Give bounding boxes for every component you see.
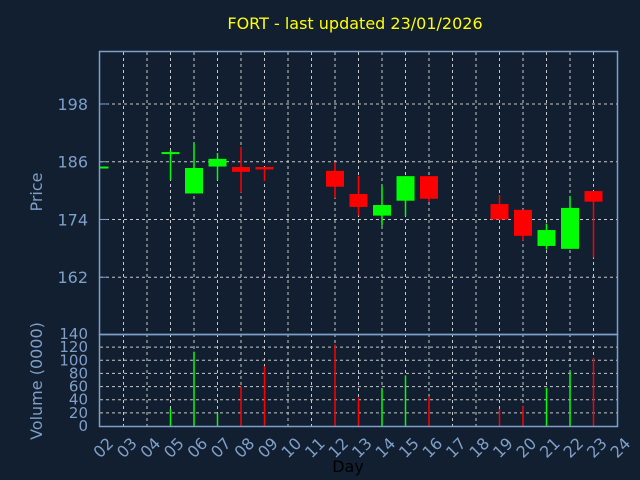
volume-tick-label: 100 xyxy=(59,351,88,369)
candle-body xyxy=(232,167,250,172)
candle-body xyxy=(396,176,415,201)
chart-title: FORT - last updated 23/01/2026 xyxy=(227,14,482,33)
price-tick-label: 186 xyxy=(57,153,88,172)
price-tick-label: 174 xyxy=(57,210,88,229)
x-tick-label: 24 xyxy=(606,434,634,462)
price-axis-label: Price xyxy=(27,172,46,211)
x-axis-label: Day xyxy=(332,457,364,476)
volume-tick-label: 20 xyxy=(69,404,88,422)
candle-body xyxy=(326,170,344,187)
candle-body xyxy=(255,167,274,170)
volume-axis-label: Volume (0000) xyxy=(27,322,46,440)
candle-body xyxy=(185,167,203,194)
volume-tick-label: 140 xyxy=(59,325,88,343)
volume-tick-label: 120 xyxy=(59,338,88,356)
candle-body xyxy=(99,166,109,169)
volume-tick-label: 60 xyxy=(69,378,88,396)
volume-plot-frame xyxy=(98,333,619,428)
volume-tick-label: 40 xyxy=(69,391,88,409)
price-tick-label: 162 xyxy=(57,268,88,287)
volume-tick-label: 80 xyxy=(69,364,88,382)
candle-body xyxy=(420,176,438,199)
candle-body xyxy=(208,158,227,167)
candle-body xyxy=(561,207,579,249)
price-tick-label: 198 xyxy=(57,95,88,114)
candle-body xyxy=(584,191,603,202)
candle-body xyxy=(349,193,368,207)
candle-body xyxy=(537,230,556,246)
candle-body xyxy=(373,205,391,216)
volume-tick-label: 0 xyxy=(78,417,88,435)
candle-body xyxy=(161,152,180,155)
candle-body xyxy=(490,204,509,220)
candle-body xyxy=(514,209,532,236)
